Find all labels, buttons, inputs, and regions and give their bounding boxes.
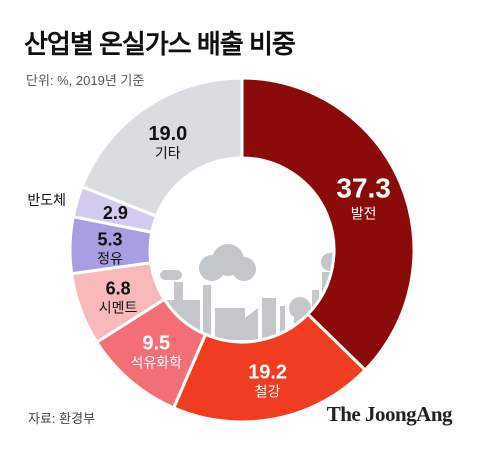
- category-label-0: 발전: [351, 206, 377, 222]
- source-note: 자료: 환경부: [28, 411, 96, 426]
- category-label-4: 정유: [97, 250, 123, 266]
- category-label-5: 반도체: [27, 192, 66, 208]
- value-label-1: 19.2: [248, 362, 287, 384]
- category-label-3: 시멘트: [99, 299, 138, 315]
- value-label-6: 19.0: [148, 123, 187, 145]
- slice-0: [240, 76, 416, 373]
- slice-1: [171, 312, 368, 424]
- category-label-6: 기타: [155, 145, 181, 161]
- chart-title: 산업별 온실가스 배출 비중: [24, 29, 296, 59]
- slice-6: [80, 76, 244, 219]
- category-label-2: 석유화학: [131, 354, 183, 370]
- category-label-1: 철강: [255, 384, 281, 400]
- value-label-5: 2.9: [103, 203, 128, 223]
- value-label-3: 6.8: [106, 278, 131, 298]
- brand-logo: The JoongAng: [326, 402, 453, 426]
- value-label-0: 37.3: [336, 173, 391, 204]
- unit-note: 단위: %, 2019년 기준: [26, 73, 145, 88]
- value-label-4: 5.3: [98, 229, 123, 249]
- value-label-2: 9.5: [142, 332, 170, 354]
